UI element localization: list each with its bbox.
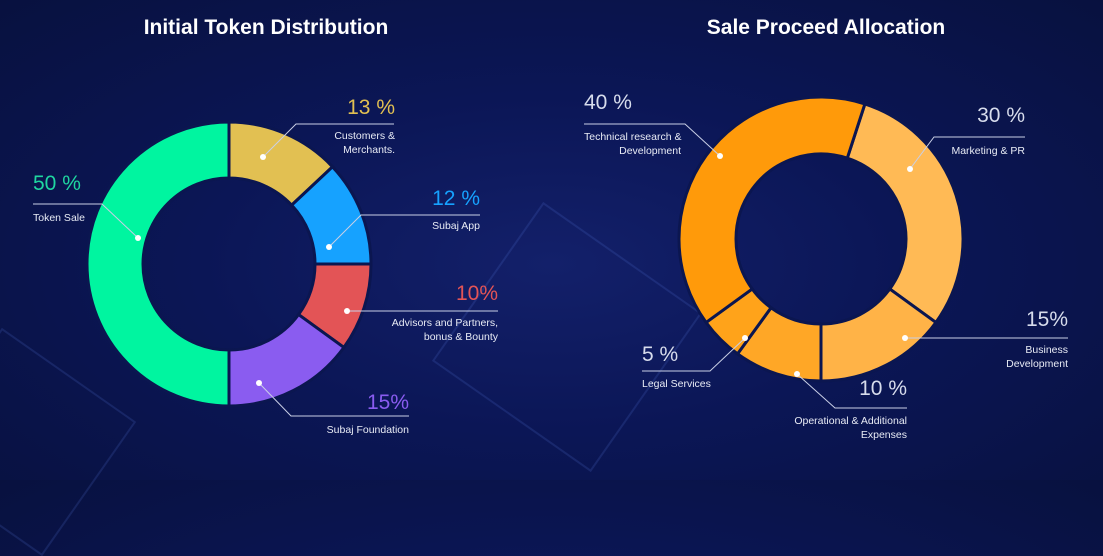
leader-dot xyxy=(256,380,262,386)
data-label-subaj-app-pct: 12 % xyxy=(432,187,480,210)
donut-slice-marketing-pr xyxy=(845,102,965,325)
chart-title-sale-proceed: Sale Proceed Allocation xyxy=(706,16,946,39)
leader-line xyxy=(33,203,139,239)
leader-dot xyxy=(260,154,266,160)
donut-slice-technical-research-development xyxy=(677,95,867,325)
data-label-business: Business Development xyxy=(1006,344,1068,370)
data-label-technical-pct: 40 % xyxy=(584,91,632,114)
leader-line xyxy=(258,382,409,417)
data-label-foundation-pct: 15% xyxy=(366,391,409,414)
leader-dot xyxy=(717,153,723,159)
data-label-legal: Legal Services xyxy=(642,378,711,390)
leader-line xyxy=(328,214,480,248)
leader-line xyxy=(909,136,1025,170)
leader-dot xyxy=(742,335,748,341)
data-label-marketing-pct: 30 % xyxy=(977,104,1025,127)
leader-dot xyxy=(135,235,141,241)
donut-sale-proceed xyxy=(677,95,965,383)
charts-canvas xyxy=(33,95,1068,417)
leader-line xyxy=(642,337,746,372)
data-label-advisors: Advisors and Partners, bonus & Bounty xyxy=(391,317,498,343)
data-label-operational-pct: 10 % xyxy=(859,377,907,400)
chart-title-token-distribution: Initial Token Distribution xyxy=(143,16,389,39)
leader-dot xyxy=(794,371,800,377)
donut-token-distribution xyxy=(85,120,373,408)
data-label-technical: Technical research & Development xyxy=(584,131,682,157)
donut-slice-token-sale xyxy=(85,120,231,408)
leader-line xyxy=(262,123,394,158)
data-label-advisors-pct: 10% xyxy=(455,282,498,305)
data-label-subaj-app: Subaj App xyxy=(432,220,480,232)
leader-dots xyxy=(135,153,913,386)
leader-dot xyxy=(902,335,908,341)
data-label-customers: Customers & Merchants. xyxy=(334,130,395,156)
leader-line xyxy=(584,123,721,157)
data-label-operational: Operational & Additional Expenses xyxy=(794,415,907,441)
leader-dot xyxy=(326,244,332,250)
leader-line xyxy=(796,373,907,409)
data-label-marketing: Marketing & PR xyxy=(951,145,1025,157)
leader-dot xyxy=(907,166,913,172)
data-label-legal-pct: 5 % xyxy=(642,343,679,366)
data-label-customers-pct: 13 % xyxy=(347,96,395,119)
leader-dot xyxy=(344,308,350,314)
data-label-token-sale: Token Sale xyxy=(33,212,85,224)
leader-lines xyxy=(33,123,1068,417)
data-label-token-sale-pct: 50 % xyxy=(33,172,81,195)
data-label-business-pct: 15% xyxy=(1025,308,1068,331)
data-label-foundation: Subaj Foundation xyxy=(326,424,409,436)
